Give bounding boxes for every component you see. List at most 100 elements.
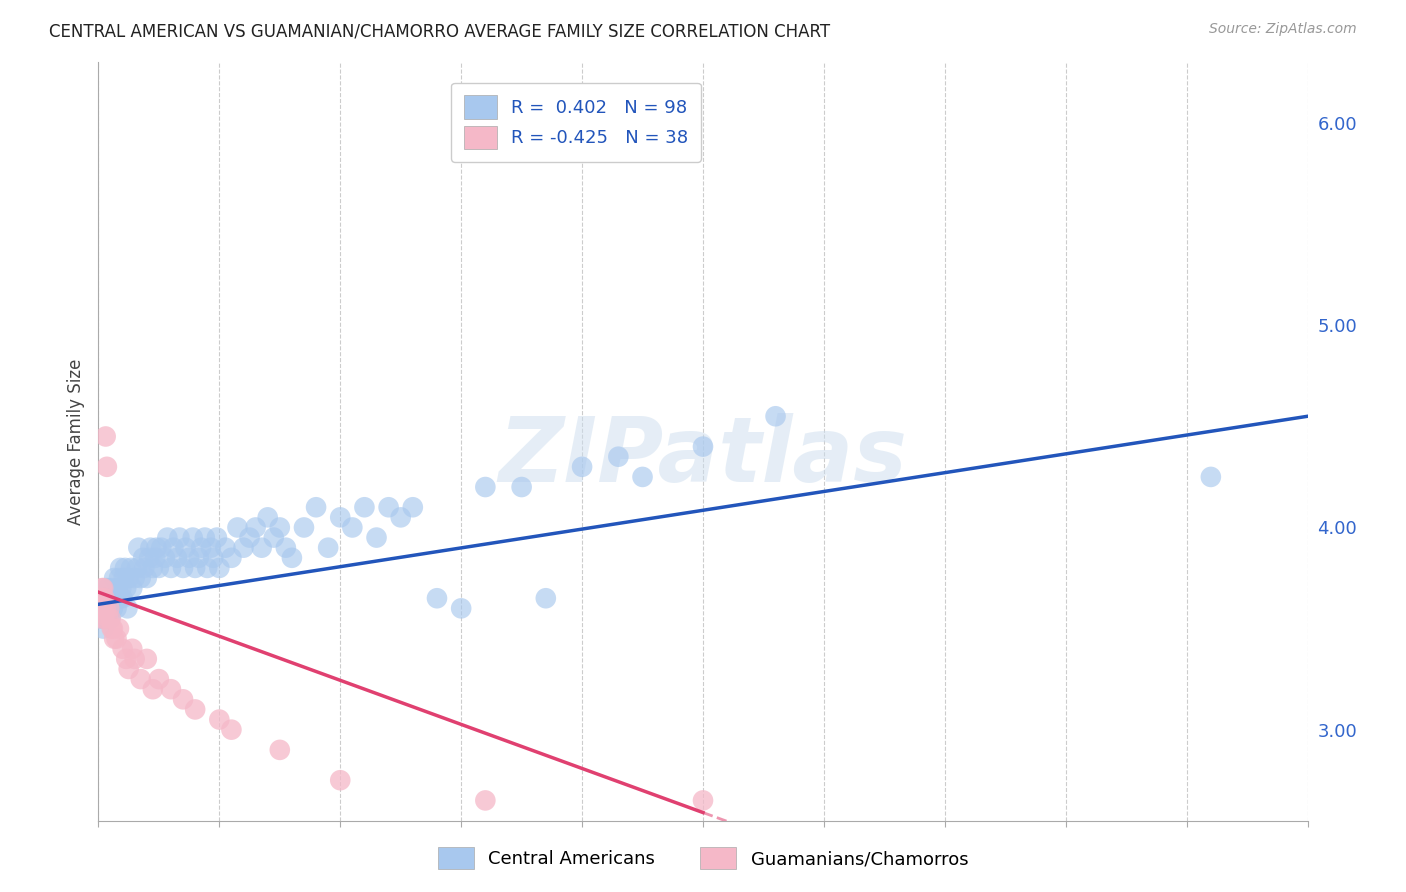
Point bbox=[97, 611, 120, 625]
Point bbox=[129, 672, 152, 686]
Point bbox=[510, 480, 533, 494]
Point bbox=[194, 531, 217, 545]
Point bbox=[103, 571, 125, 585]
Point bbox=[120, 561, 142, 575]
Point bbox=[124, 571, 146, 585]
Point bbox=[172, 561, 194, 575]
Point bbox=[90, 591, 112, 606]
Point bbox=[250, 541, 273, 555]
Point bbox=[91, 601, 114, 615]
Point bbox=[93, 591, 115, 606]
Point bbox=[377, 500, 399, 515]
Point bbox=[135, 652, 157, 666]
Point bbox=[96, 611, 118, 625]
Point bbox=[169, 531, 191, 545]
Point bbox=[221, 550, 243, 565]
Point bbox=[187, 550, 209, 565]
Point bbox=[329, 773, 352, 788]
Point bbox=[108, 571, 131, 585]
Point bbox=[94, 601, 117, 615]
Text: CENTRAL AMERICAN VS GUAMANIAN/CHAMORRO AVERAGE FAMILY SIZE CORRELATION CHART: CENTRAL AMERICAN VS GUAMANIAN/CHAMORRO A… bbox=[49, 22, 831, 40]
Point bbox=[631, 470, 654, 484]
Point bbox=[107, 581, 129, 595]
Point bbox=[124, 652, 146, 666]
Point bbox=[108, 561, 131, 575]
Point bbox=[256, 510, 278, 524]
Point bbox=[142, 682, 165, 697]
Point bbox=[274, 541, 297, 555]
Point bbox=[153, 550, 176, 565]
Point bbox=[202, 550, 225, 565]
Point bbox=[181, 531, 204, 545]
Point bbox=[93, 611, 115, 625]
Point bbox=[101, 601, 124, 615]
Point bbox=[100, 622, 122, 636]
Point bbox=[534, 591, 557, 606]
Point bbox=[111, 591, 134, 606]
Point bbox=[98, 601, 121, 615]
Legend: Central Americans, Guamanians/Chamorros: Central Americans, Guamanians/Chamorros bbox=[429, 838, 977, 879]
Point bbox=[121, 581, 143, 595]
Point bbox=[118, 571, 141, 585]
Point bbox=[366, 531, 388, 545]
Point bbox=[232, 541, 254, 555]
Point bbox=[305, 500, 328, 515]
Point bbox=[692, 793, 714, 807]
Point bbox=[214, 541, 236, 555]
Point bbox=[103, 632, 125, 646]
Point bbox=[115, 652, 138, 666]
Legend: R =  0.402   N = 98, R = -0.425   N = 38: R = 0.402 N = 98, R = -0.425 N = 38 bbox=[451, 83, 700, 161]
Point bbox=[474, 793, 496, 807]
Point bbox=[353, 500, 375, 515]
Point bbox=[450, 601, 472, 615]
Point bbox=[221, 723, 243, 737]
Point bbox=[105, 632, 128, 646]
Point bbox=[94, 601, 117, 615]
Point bbox=[94, 429, 117, 443]
Point bbox=[91, 622, 114, 636]
Point bbox=[245, 520, 267, 534]
Point bbox=[115, 581, 138, 595]
Point bbox=[1199, 470, 1222, 484]
Point bbox=[145, 541, 167, 555]
Point bbox=[263, 531, 285, 545]
Point bbox=[292, 520, 315, 534]
Point bbox=[90, 611, 112, 625]
Point bbox=[156, 531, 179, 545]
Point bbox=[148, 672, 170, 686]
Point bbox=[190, 541, 212, 555]
Point bbox=[93, 591, 115, 606]
Point bbox=[94, 581, 117, 595]
Point bbox=[316, 541, 339, 555]
Point bbox=[104, 591, 127, 606]
Point bbox=[205, 531, 228, 545]
Point bbox=[127, 561, 149, 575]
Point bbox=[139, 541, 162, 555]
Point bbox=[110, 581, 132, 595]
Point bbox=[342, 520, 364, 534]
Point bbox=[112, 571, 135, 585]
Point bbox=[426, 591, 449, 606]
Point bbox=[121, 641, 143, 656]
Point bbox=[89, 601, 111, 615]
Point bbox=[135, 571, 157, 585]
Point bbox=[111, 641, 134, 656]
Point bbox=[692, 440, 714, 454]
Point bbox=[195, 561, 218, 575]
Text: ZIPatlas: ZIPatlas bbox=[499, 413, 907, 500]
Point bbox=[138, 550, 160, 565]
Point bbox=[281, 550, 304, 565]
Point bbox=[100, 581, 122, 595]
Point bbox=[100, 591, 122, 606]
Point bbox=[96, 459, 118, 474]
Point bbox=[98, 601, 121, 615]
Point bbox=[127, 541, 149, 555]
Point bbox=[402, 500, 425, 515]
Point bbox=[166, 550, 188, 565]
Point bbox=[108, 622, 131, 636]
Point bbox=[118, 662, 141, 676]
Point bbox=[160, 561, 183, 575]
Point bbox=[765, 409, 787, 424]
Point bbox=[162, 541, 184, 555]
Point bbox=[134, 561, 156, 575]
